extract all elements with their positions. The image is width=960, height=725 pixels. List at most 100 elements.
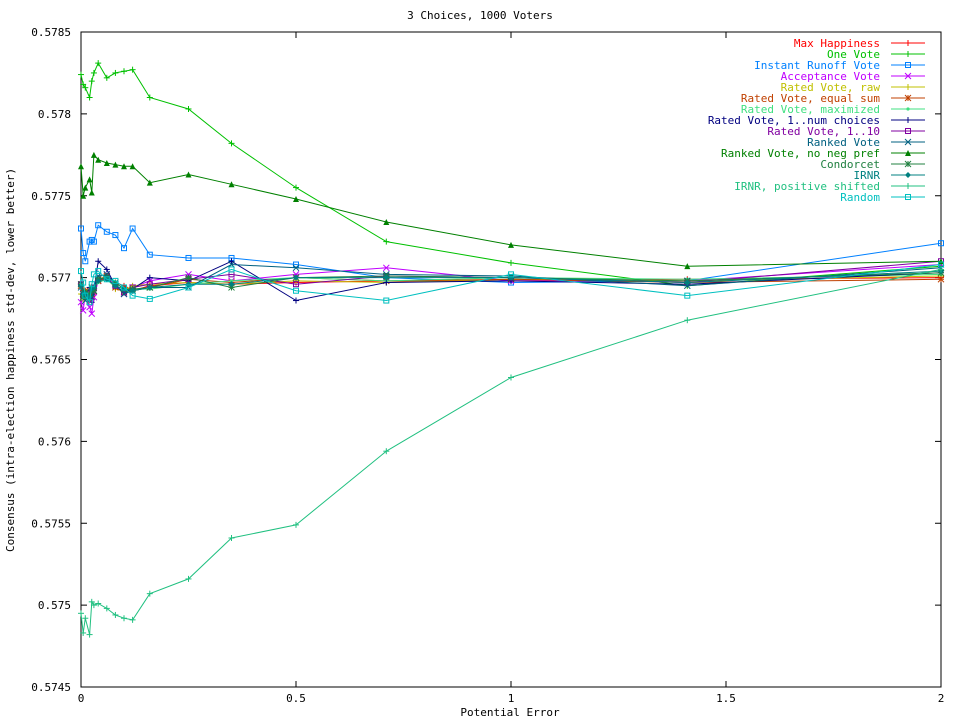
marker-stroke <box>185 274 192 281</box>
marker-triangle <box>508 241 514 248</box>
y-tick-label: 0.575 <box>38 599 71 612</box>
data-point <box>228 258 235 265</box>
data-point <box>508 374 514 381</box>
legend-entry: Ranked Vote, no neg pref <box>721 147 925 160</box>
marker-stroke <box>88 310 96 318</box>
marker-triangle <box>905 150 911 156</box>
data-point <box>103 605 110 612</box>
data-point <box>938 240 944 247</box>
data-point <box>228 181 235 188</box>
marker-diamond <box>383 274 390 281</box>
marker-square <box>684 292 691 299</box>
data-point <box>185 575 192 582</box>
data-point <box>86 631 93 638</box>
marker-square <box>228 266 235 273</box>
data-point <box>508 271 514 278</box>
data-point <box>129 616 136 623</box>
data-point <box>905 40 911 46</box>
data-point <box>146 179 153 186</box>
legend-label: Condorcet <box>820 158 880 171</box>
marker-square <box>905 128 911 134</box>
marker-triangle <box>938 258 944 265</box>
data-point <box>684 279 691 286</box>
data-point <box>293 184 299 191</box>
legend-label: Rated Vote, 1..num choices <box>708 114 880 127</box>
marker-stroke <box>904 160 912 168</box>
data-point <box>905 62 911 68</box>
data-point <box>88 598 95 605</box>
marker-triangle <box>82 184 89 191</box>
marker-diamond <box>121 286 127 293</box>
data-point <box>185 171 192 178</box>
marker-stroke <box>382 264 390 272</box>
data-point <box>293 281 299 288</box>
marker-square <box>80 250 87 257</box>
marker-triangle <box>146 179 153 186</box>
data-point <box>146 295 153 302</box>
data-point <box>90 238 97 245</box>
y-tick-label: 0.576 <box>38 435 71 448</box>
data-point <box>88 310 96 318</box>
data-point <box>228 281 235 288</box>
marker-triangle <box>293 196 299 203</box>
data-point <box>95 268 102 275</box>
data-point <box>121 245 127 252</box>
marker-square <box>293 261 299 268</box>
marker-triangle <box>78 163 84 170</box>
marker-diamond <box>78 282 84 289</box>
marker-square <box>938 261 944 268</box>
data-point <box>146 590 153 597</box>
data-point <box>904 94 912 102</box>
marker-square <box>78 268 84 275</box>
data-point <box>129 292 136 299</box>
legend-label: Rated Vote, maximized <box>741 103 880 116</box>
x-tick-label: 2 <box>938 692 945 705</box>
data-point <box>80 250 87 257</box>
marker-square <box>293 281 299 288</box>
marker-square <box>293 287 299 294</box>
marker-diamond <box>185 281 192 288</box>
marker-square <box>86 299 93 306</box>
data-point <box>938 258 944 265</box>
data-point <box>103 266 110 273</box>
legend-entry: IRNR <box>854 169 925 182</box>
data-point <box>383 448 390 455</box>
data-point <box>146 251 153 258</box>
data-point <box>938 261 944 268</box>
data-point <box>937 275 945 283</box>
data-point <box>121 284 127 291</box>
data-point <box>906 107 910 111</box>
data-point <box>121 615 127 622</box>
data-point <box>293 261 299 268</box>
data-point <box>86 176 93 183</box>
data-point <box>103 276 110 283</box>
marker-diamond <box>293 274 299 281</box>
legend-label: Instant Runoff Vote <box>754 59 880 72</box>
data-point <box>228 140 235 147</box>
data-point <box>508 274 514 281</box>
marker-triangle <box>112 161 119 168</box>
marker-diamond <box>684 279 691 286</box>
marker-diamond <box>95 277 102 284</box>
marker-triangle <box>129 163 136 170</box>
data-point <box>293 521 299 528</box>
data-point <box>146 274 153 281</box>
data-point <box>228 534 235 541</box>
data-point <box>82 258 89 265</box>
legend-label: Rated Vote, raw <box>781 81 881 94</box>
data-point <box>228 266 235 273</box>
data-point <box>684 317 691 324</box>
legend-entry: Rated Vote, equal sum <box>741 92 925 105</box>
data-point <box>121 286 127 293</box>
marker-square <box>185 284 192 291</box>
data-point <box>129 163 136 170</box>
y-tick-label: 0.578 <box>38 108 71 121</box>
data-point <box>683 282 691 290</box>
data-point <box>90 271 97 278</box>
data-point <box>904 160 912 168</box>
marker-square <box>95 268 102 275</box>
marker-triangle <box>383 218 390 225</box>
marker-triangle <box>95 156 102 163</box>
